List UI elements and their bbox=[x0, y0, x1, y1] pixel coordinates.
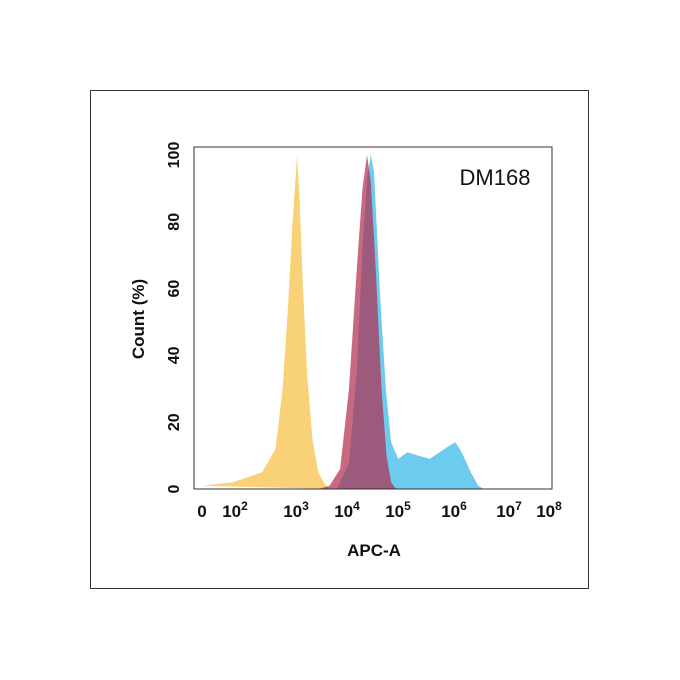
x-tick-label: 106 bbox=[441, 499, 467, 521]
y-tick-labels: 0 20 40 60 80 100 bbox=[166, 142, 183, 494]
y-tick-label: 80 bbox=[166, 213, 183, 231]
histogram-series-3 bbox=[318, 155, 396, 489]
y-tick-label: 0 bbox=[166, 484, 183, 493]
x-tick-label: 108 bbox=[536, 499, 562, 521]
x-tick-label: 103 bbox=[283, 499, 309, 521]
x-axis-title: APC-A bbox=[347, 541, 401, 560]
x-tick-label: 102 bbox=[222, 499, 248, 521]
y-axis-title: Count (%) bbox=[129, 279, 148, 359]
series-layer bbox=[202, 155, 484, 489]
histogram-chart: 0 20 40 60 80 100 0 102 103 104 105 106 107 108 DM16… bbox=[129, 142, 562, 560]
x-tick-labels: 0 102 103 104 105 106 107 108 bbox=[197, 499, 562, 521]
x-tick-label: 107 bbox=[496, 499, 522, 521]
figure-frame: 0 20 40 60 80 100 0 102 103 104 105 106 107 108 DM16… bbox=[90, 90, 589, 589]
x-tick-label: 104 bbox=[334, 499, 360, 521]
y-tick-label: 100 bbox=[166, 142, 183, 169]
x-tick-label: 0 bbox=[197, 502, 206, 521]
histogram-series-1 bbox=[202, 155, 330, 489]
x-tick-label: 105 bbox=[385, 499, 411, 521]
plot-border bbox=[193, 146, 553, 490]
y-tick-label: 20 bbox=[166, 413, 183, 431]
y-tick-label: 40 bbox=[166, 346, 183, 364]
y-tick-label: 60 bbox=[166, 280, 183, 298]
series-label: DM168 bbox=[460, 165, 531, 190]
